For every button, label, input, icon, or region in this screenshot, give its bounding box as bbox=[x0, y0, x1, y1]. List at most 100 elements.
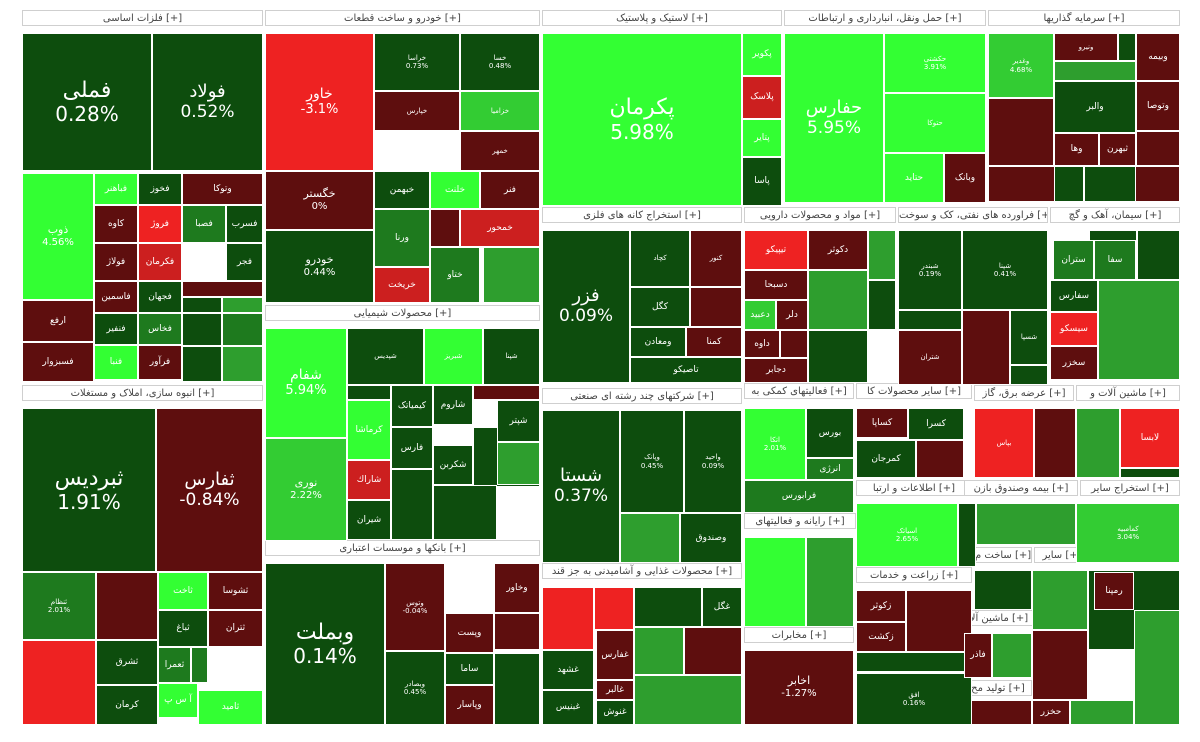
stock-tile[interactable]: افق 0.16% bbox=[856, 673, 972, 725]
stock-tile[interactable]: اسیاتک 2.65% bbox=[856, 503, 958, 567]
stock-tile[interactable]: شکربن bbox=[433, 445, 473, 485]
stock-tile[interactable]: نوری 2.22% bbox=[265, 438, 347, 541]
stock-tile[interactable]: خزامیا bbox=[460, 91, 540, 131]
stock-tile[interactable]: فسرب bbox=[226, 205, 263, 243]
stock-tile[interactable]: دکوثر bbox=[808, 230, 868, 270]
stock-tile[interactable]: فجهان bbox=[138, 281, 182, 313]
stock-tile[interactable]: کرماشا bbox=[347, 400, 391, 460]
stock-tile[interactable]: دعبید bbox=[744, 300, 776, 330]
stock-tile[interactable]: حفارس 5.95% bbox=[784, 33, 884, 203]
stock-tile[interactable]: دجابر bbox=[744, 358, 808, 383]
sector-header-s2[interactable]: خودرو و ساخت قطعات [+] bbox=[265, 10, 540, 26]
stock-tile[interactable]: تیپیکو bbox=[744, 230, 808, 270]
stock-tile[interactable]: پکرمان 5.98% bbox=[542, 33, 742, 206]
stock-tile[interactable]: ورنا bbox=[374, 209, 430, 267]
stock-tile[interactable]: وتوس -0.04% bbox=[385, 563, 445, 651]
stock-tile[interactable]: خودرو 0.44% bbox=[265, 230, 374, 303]
stock-tile[interactable]: ذوب 4.56% bbox=[22, 173, 94, 300]
stock-tile[interactable]: غنوش bbox=[596, 700, 634, 725]
stock-tile[interactable]: خمحور bbox=[460, 209, 540, 247]
stock-tile[interactable]: فنر bbox=[480, 171, 540, 209]
stock-tile[interactable]: وتوصا bbox=[1136, 81, 1180, 131]
sector-header-s5[interactable]: سرمایه گذاریها [+] bbox=[988, 10, 1180, 26]
stock-tile[interactable]: خبهمن bbox=[374, 171, 430, 209]
stock-tile[interactable]: فکرمان bbox=[138, 243, 182, 281]
stock-tile[interactable]: کمامبیه 3.04% bbox=[1076, 503, 1180, 563]
stock-tile[interactable]: فسبزوار bbox=[22, 342, 94, 382]
stock-tile[interactable]: ساما bbox=[445, 653, 494, 685]
stock-tile[interactable]: خریخت bbox=[374, 267, 430, 303]
stock-tile[interactable]: غفارس bbox=[596, 630, 634, 680]
stock-tile[interactable]: فولاد 0.52% bbox=[152, 33, 263, 171]
stock-tile[interactable]: خگستر 0% bbox=[265, 171, 374, 230]
sector-header-s1[interactable]: فلزات اساسی [+] bbox=[22, 10, 263, 26]
stock-tile[interactable]: سفارس bbox=[1050, 280, 1098, 312]
stock-tile[interactable]: خسا 0.48% bbox=[460, 33, 540, 91]
stock-tile[interactable]: خاور -3.1% bbox=[265, 33, 374, 171]
stock-tile[interactable]: فرآور bbox=[138, 345, 182, 380]
stock-tile[interactable]: ثبهرن bbox=[1099, 133, 1136, 166]
stock-tile[interactable]: ثشوسا bbox=[208, 572, 263, 610]
stock-tile[interactable]: ثاخت bbox=[158, 572, 208, 610]
stock-tile[interactable]: ونیرو bbox=[1054, 33, 1118, 61]
stock-tile[interactable]: غگل bbox=[702, 587, 742, 627]
stock-tile[interactable]: ثتران bbox=[208, 610, 263, 647]
stock-tile[interactable]: ثامید bbox=[198, 690, 263, 725]
stock-tile[interactable]: والبر bbox=[1054, 81, 1136, 133]
stock-tile[interactable]: ثعمرا bbox=[158, 647, 191, 683]
stock-tile[interactable]: شپنا bbox=[483, 328, 540, 385]
stock-tile[interactable]: پکویر bbox=[742, 33, 782, 76]
stock-tile[interactable]: وها bbox=[1054, 133, 1099, 166]
sector-header-s28[interactable]: ماشین آلا [+] bbox=[964, 610, 1034, 626]
stock-tile[interactable]: پاسا bbox=[742, 157, 782, 206]
stock-tile[interactable]: ثشرق bbox=[96, 640, 158, 685]
stock-tile[interactable]: فخاس bbox=[138, 313, 182, 345]
sector-header-s4[interactable]: حمل ونقل، انبارداری و ارتباطات [+] bbox=[784, 10, 986, 26]
stock-tile[interactable]: شستا 0.37% bbox=[542, 410, 620, 563]
stock-tile[interactable]: کگل bbox=[630, 287, 690, 327]
stock-tile[interactable]: کچاد bbox=[630, 230, 690, 287]
sector-header-s21[interactable]: استخراج سایر [+] bbox=[1080, 480, 1180, 496]
stock-tile[interactable]: پلاسک bbox=[742, 76, 782, 119]
stock-tile[interactable]: زکوثر bbox=[856, 590, 906, 622]
stock-tile[interactable]: ثبردیس 1.91% bbox=[22, 408, 156, 572]
sector-header-s20[interactable]: بیمه وصندوق بازن [+] bbox=[964, 480, 1078, 496]
stock-tile[interactable]: پتایر bbox=[742, 119, 782, 157]
stock-tile[interactable]: ختاو bbox=[430, 247, 480, 303]
stock-tile[interactable]: ستران bbox=[1053, 240, 1094, 280]
sector-header-s3[interactable]: لاستیک و پلاستیک [+] bbox=[542, 10, 782, 26]
stock-tile[interactable]: شسپا bbox=[1010, 310, 1048, 365]
stock-tile[interactable]: کساپا bbox=[856, 408, 908, 438]
stock-tile[interactable]: رمپنا bbox=[1094, 572, 1134, 610]
stock-tile[interactable]: بپاس bbox=[974, 408, 1034, 478]
stock-tile[interactable]: وبیمه bbox=[1136, 33, 1180, 81]
stock-tile[interactable]: فولاژ bbox=[94, 243, 138, 281]
stock-tile[interactable]: اتکا 2.01% bbox=[744, 408, 806, 480]
stock-tile[interactable]: شپنا 0.41% bbox=[962, 230, 1048, 310]
stock-tile[interactable]: واحید 0.09% bbox=[684, 410, 742, 513]
stock-tile[interactable]: غشهد bbox=[542, 650, 594, 690]
stock-tile[interactable]: شبریز bbox=[424, 328, 483, 385]
stock-tile[interactable]: وبملت 0.14% bbox=[265, 563, 385, 725]
stock-tile[interactable]: دلر bbox=[776, 300, 808, 330]
sector-header-s29[interactable]: تولید مح [+] bbox=[964, 680, 1032, 696]
stock-tile[interactable]: حتوکا bbox=[884, 93, 986, 153]
stock-tile[interactable]: خپارس bbox=[374, 91, 460, 131]
sector-header-s9[interactable]: مواد و محصولات دارویی [+] bbox=[744, 207, 896, 223]
stock-tile[interactable]: خمهر bbox=[460, 131, 540, 171]
stock-tile[interactable]: کسرا bbox=[908, 408, 964, 440]
stock-tile[interactable]: شتران bbox=[898, 330, 962, 385]
stock-tile[interactable]: دسبحا bbox=[744, 270, 808, 300]
stock-tile[interactable]: خراسا 0.73% bbox=[374, 33, 460, 91]
sector-header-s8[interactable]: استخراج کانه های فلزی [+] bbox=[542, 207, 742, 223]
stock-tile[interactable]: کاوه bbox=[94, 205, 138, 243]
stock-tile[interactable]: وصندوق bbox=[680, 513, 742, 563]
stock-tile[interactable]: بورس bbox=[806, 408, 854, 458]
sector-header-s15[interactable]: عرضه برق، گاز [+] bbox=[974, 385, 1074, 401]
sector-header-s26[interactable]: ساخت م [+] bbox=[974, 547, 1032, 563]
stock-tile[interactable]: فاذر bbox=[964, 633, 992, 678]
sector-header-s16[interactable]: ماشین آلات و [+] bbox=[1076, 385, 1180, 401]
stock-tile[interactable]: لابسا bbox=[1120, 408, 1180, 468]
stock-tile[interactable]: وپاسار bbox=[445, 685, 494, 725]
sector-header-s18[interactable]: رایانه و فعالیتهای [+] bbox=[744, 513, 856, 529]
